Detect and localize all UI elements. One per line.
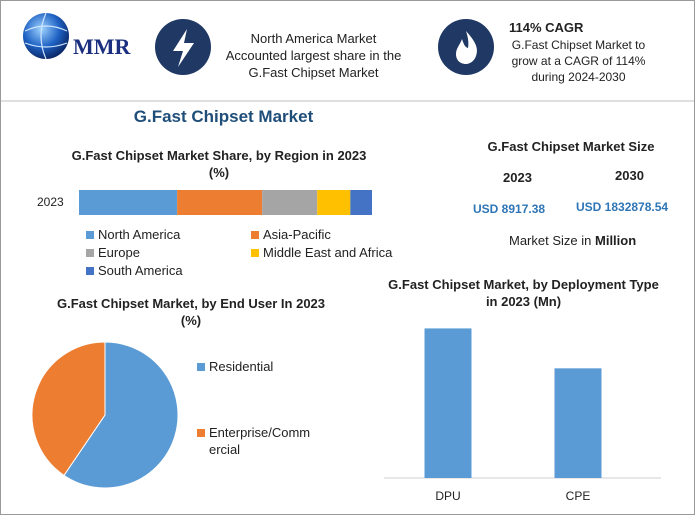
chart-title: G.Fast Chipset Market Share, by Region i… [71,148,367,180]
pie-slice [31,341,106,477]
legend-swatch [86,249,94,257]
fact-line: during 2024-2030 [531,70,626,84]
legend-item: Europe [86,244,248,261]
bar-segment [79,190,178,215]
size-year: 2030 [615,168,644,183]
size-note-text: Market Size in [509,233,592,248]
y-tick-label: 2023 [37,195,64,209]
legend-label: Asia-Pacific [263,227,331,242]
fact-line: G.Fast Chipset Market [248,65,379,80]
fact-line: Accounted largest share in the [225,48,402,63]
fact-title: 114% CAGR [509,20,584,35]
legend-label: Enterprise/Commercial [209,425,311,457]
size-note: Market Size in Million [509,232,636,249]
legend-item: North America [86,226,248,243]
fact: G.Fast Chipset Market to grow at a CAGR … [501,37,656,85]
legend-item: Middle East and Africa [251,244,423,261]
fact-line: North America Market [250,31,377,46]
flame-icon [456,31,477,64]
size-unit: Million [595,233,637,248]
legend-item: South America [86,262,248,279]
main-title: G.Fast Chipset Market [133,107,314,126]
lightning-icon [173,29,194,67]
legend-label: South America [98,263,183,278]
legend-label: North America [98,227,181,242]
bar-segment [262,190,318,215]
size-value: USD 8917.38 [473,202,546,216]
legend-item: Asia-Pacific [251,226,423,243]
pie-slice [63,341,179,489]
size-title: G.Fast Chipset Market Size [487,139,655,154]
bar [554,368,602,478]
legend-swatch [251,231,259,239]
x-tick-label: DPU [435,489,461,503]
fact-line: G.Fast Chipset Market to [511,38,646,52]
size-value: USD 1832878.54 [576,200,669,214]
legend-item: Enterprise/Commercial [197,424,317,458]
legend-swatch [86,267,94,275]
bar-segment [177,190,263,215]
logo-globe [23,13,69,59]
logo-text: MMR [73,34,131,59]
x-tick-label: CPE [565,489,591,503]
bar-segment [317,190,351,215]
legend-swatch [197,429,205,437]
fact: North America Market Accounted largest s… [216,30,411,81]
legend-swatch [251,249,259,257]
logo-lines [24,12,68,60]
chart-title: G.Fast Chipset Market, by End User In 20… [56,296,326,328]
legend-swatch [197,363,205,371]
fact-line: grow at a CAGR of 114% [511,54,646,68]
bar-segment [350,190,372,215]
legend-label: Middle East and Africa [263,245,393,260]
bar [424,328,472,478]
legend-item: Residential [197,358,317,375]
chart-title: G.Fast Chipset Market, by Deployment Typ… [388,277,659,309]
size-year: 2023 [503,170,532,185]
legend-label: Europe [98,245,140,260]
legend-label: Residential [209,359,274,374]
legend-swatch [86,231,94,239]
